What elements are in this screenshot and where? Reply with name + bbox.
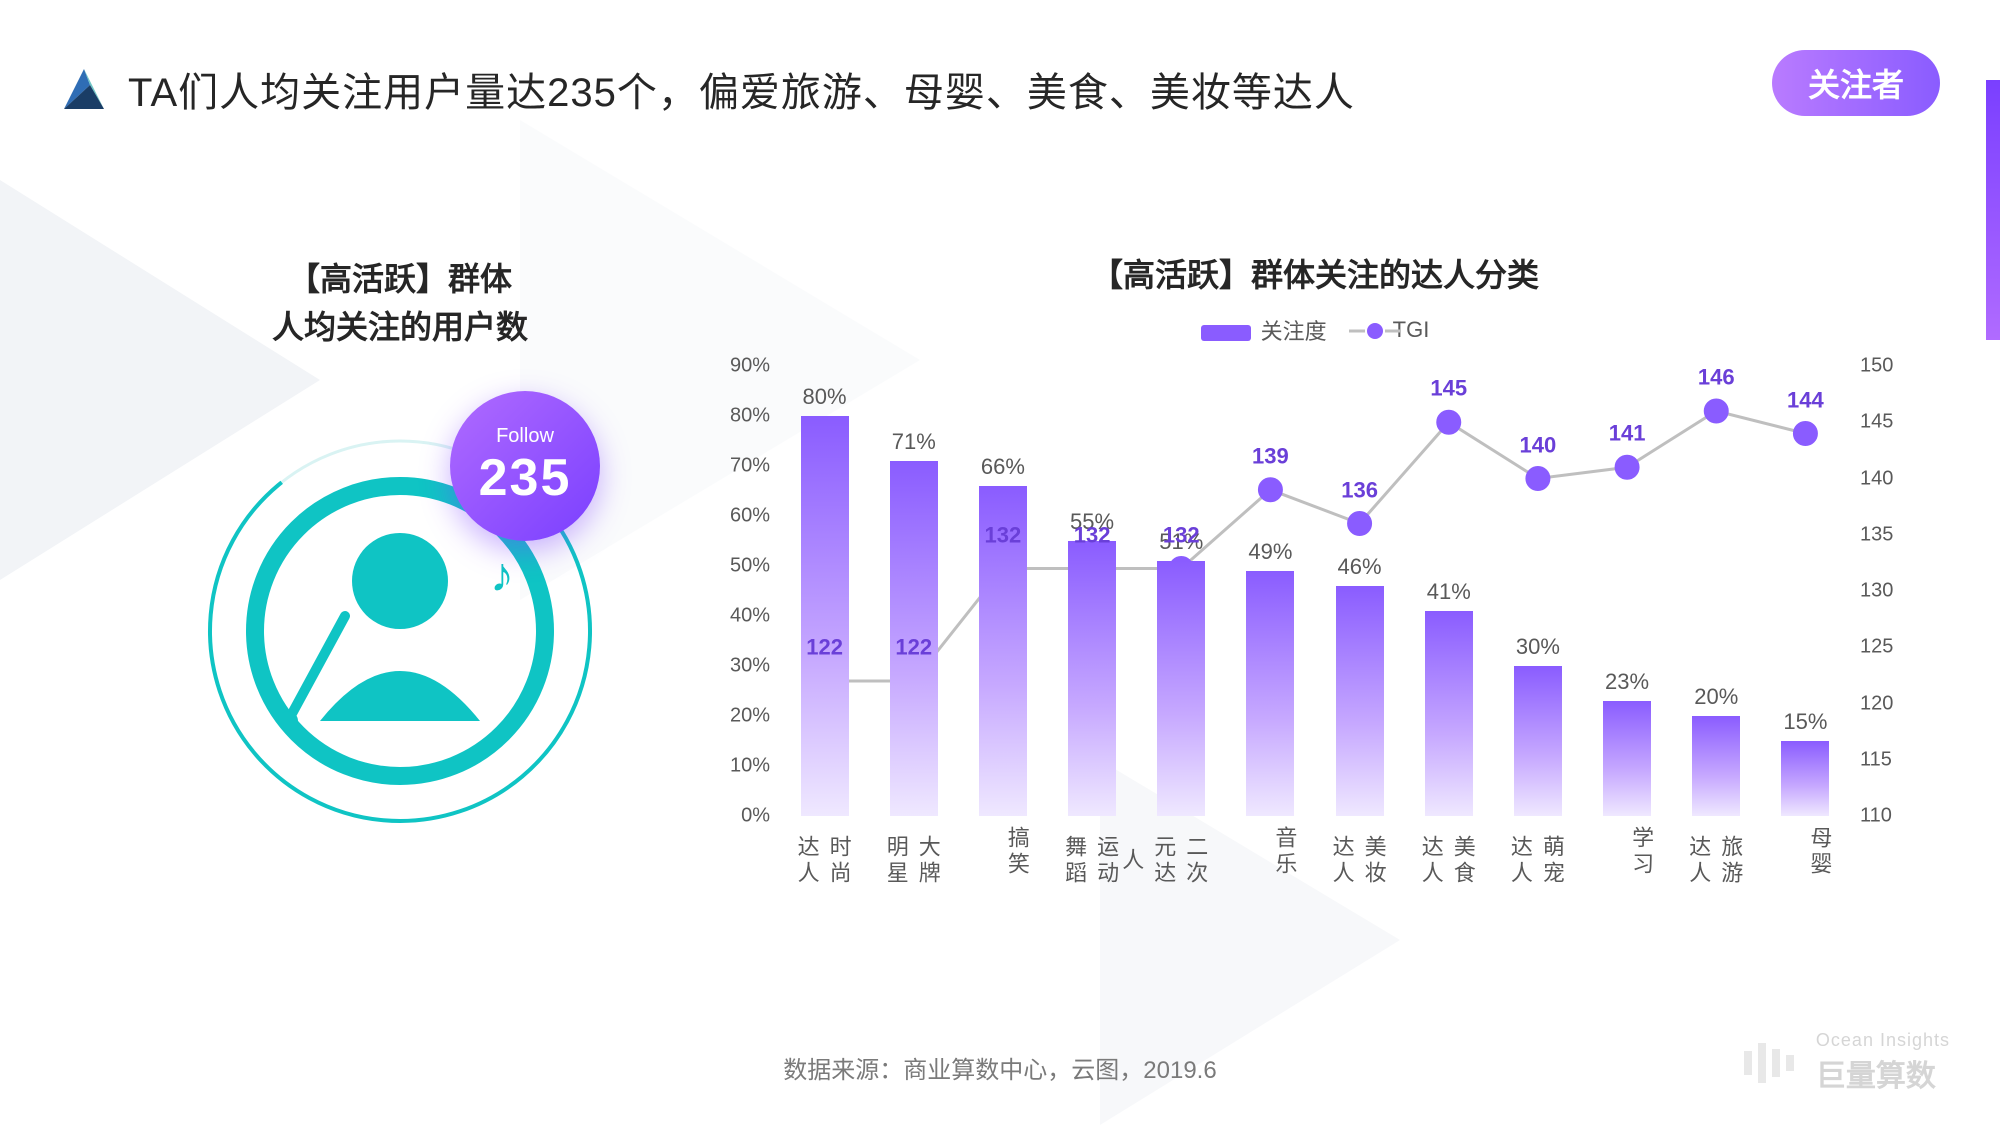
follow-badge: Follow 235 (450, 391, 600, 541)
legend-bar-swatch (1201, 325, 1251, 341)
tgi-value-label: 132 (985, 522, 1022, 548)
tgi-value-label: 132 (1074, 522, 1111, 548)
brand-cn: 巨量算数 (1816, 1051, 1950, 1095)
x-category-label: 美食达人 (1419, 826, 1479, 896)
tgi-value-label: 136 (1341, 477, 1378, 503)
y-right-tick: 140 (1860, 467, 1930, 490)
bar (1425, 611, 1473, 816)
brand-watermark: Ocean Insights 巨量算数 (1738, 1030, 1950, 1095)
x-category-label: 美妆达人 (1330, 826, 1390, 896)
tgi-value-label: 122 (895, 635, 932, 661)
x-category-label: 萌宠达人 (1508, 826, 1568, 896)
bar-value-label: 20% (1694, 684, 1738, 710)
bar (1514, 666, 1562, 816)
left-title-line2: 人均关注的用户数 (150, 303, 650, 351)
bar-value-label: 80% (803, 384, 847, 410)
bar-value-label: 23% (1605, 669, 1649, 695)
x-category-label: 旅游达人 (1686, 826, 1746, 896)
bar-value-label: 15% (1783, 709, 1827, 735)
bar-value-label: 66% (981, 454, 1025, 480)
svg-text:♪: ♪ (490, 549, 514, 602)
bar (1336, 586, 1384, 816)
y-left-tick: 10% (700, 755, 770, 778)
bar-value-label: 30% (1516, 634, 1560, 660)
bar-value-label: 49% (1248, 539, 1292, 565)
y-right-tick: 135 (1860, 523, 1930, 546)
y-left-tick: 50% (700, 555, 770, 578)
page-title: TA们人均关注用户量达235个，偏爱旅游、母婴、美食、美妆等达人 (128, 60, 1355, 118)
x-category-label: 二次元达人 (1151, 826, 1211, 896)
left-panel: 【高活跃】群体 人均关注的用户数 ♪ Follow 235 (150, 255, 650, 841)
y-right-tick: 115 (1860, 748, 1930, 771)
bar (1068, 541, 1116, 816)
tgi-value-label: 140 (1520, 432, 1557, 458)
y-left-tick: 0% (700, 805, 770, 828)
bar (1603, 701, 1651, 816)
y-left-tick: 70% (700, 455, 770, 478)
x-category-label: 学习 (1597, 826, 1657, 878)
follow-label: Follow (496, 425, 554, 448)
y-right-tick: 110 (1860, 805, 1930, 828)
tgi-value-label: 145 (1430, 376, 1467, 402)
y-right-tick: 145 (1860, 411, 1930, 434)
x-category-label: 搞笑 (973, 826, 1033, 878)
chart-legend: 关注度 TGI (700, 314, 1930, 346)
y-left-tick: 40% (700, 605, 770, 628)
y-left-tick: 90% (700, 355, 770, 378)
legend-dot-swatch (1367, 323, 1383, 339)
brand-en: Ocean Insights (1816, 1030, 1950, 1051)
header-badge: 关注者 (1772, 50, 1940, 116)
y-left-tick: 20% (700, 705, 770, 728)
y-left-tick: 80% (700, 405, 770, 428)
y-right-tick: 125 (1860, 636, 1930, 659)
brand-icon (1738, 1033, 1798, 1093)
bar (1781, 741, 1829, 816)
chart-plot: 80%12271%12266%13255%13251%13249%13946%1… (780, 366, 1850, 816)
tgi-value-label: 122 (806, 635, 843, 661)
bar (1246, 571, 1294, 816)
x-category-label: 运动舞蹈 (1062, 826, 1122, 896)
chart-title: 【高活跃】群体关注的达人分类 (700, 250, 1930, 296)
y-right-tick: 150 (1860, 355, 1930, 378)
tgi-value-label: 132 (1163, 522, 1200, 548)
accent-strip (1986, 80, 2000, 340)
x-category-label: 时尚达人 (795, 826, 855, 896)
x-category-label: 母婴 (1775, 826, 1835, 878)
y-right-tick: 130 (1860, 580, 1930, 603)
tgi-value-label: 144 (1787, 387, 1824, 413)
follow-value: 235 (479, 448, 572, 508)
left-title-line1: 【高活跃】群体 (150, 255, 650, 303)
y-left-tick: 60% (700, 505, 770, 528)
bar-value-label: 71% (892, 429, 936, 455)
bar (801, 416, 849, 816)
x-category-label: 大牌明星 (884, 826, 944, 896)
tgi-value-label: 141 (1609, 421, 1646, 447)
chart-area: 80%12271%12266%13255%13251%13249%13946%1… (700, 366, 1930, 896)
y-left-tick: 30% (700, 655, 770, 678)
logo-icon (60, 65, 108, 113)
tgi-value-label: 139 (1252, 443, 1289, 469)
y-right-tick: 120 (1860, 692, 1930, 715)
tgi-value-label: 146 (1698, 365, 1735, 391)
bar-value-label: 46% (1338, 554, 1382, 580)
x-category-label: 音乐 (1240, 826, 1300, 878)
bar (1157, 561, 1205, 816)
legend-bar-label: 关注度 (1261, 319, 1327, 344)
data-source: 数据来源：商业算数中心，云图，2019.6 (0, 1050, 2000, 1085)
chart-panel: 【高活跃】群体关注的达人分类 关注度 TGI 80% 122 71% 122 66% 13… (700, 250, 1930, 896)
bar (1692, 716, 1740, 816)
tgi-line (780, 366, 1850, 816)
bar-value-label: 41% (1427, 579, 1471, 605)
